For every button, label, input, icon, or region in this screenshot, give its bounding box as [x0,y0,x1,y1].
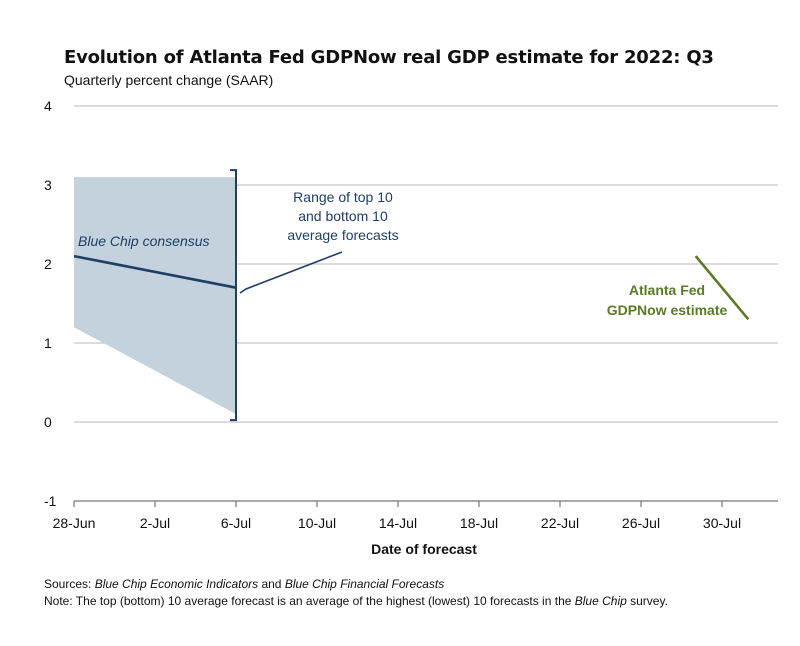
range-bracket [230,169,237,422]
y-tick-label-4: 0 [44,414,52,430]
y-tick-label-5: -1 [44,493,57,509]
x-tick-label-2: 6-Jul [221,515,251,531]
range-band [74,177,236,415]
x-tick-label-6: 22-Jul [541,515,579,531]
chart-subtitle: Quarterly percent change (SAAR) [64,72,274,88]
x-tick-label-3: 10-Jul [298,515,336,531]
y-tick-label-1: 3 [44,177,52,193]
sources-and: and [258,577,285,591]
annotation-gdpnow-line-1: GDPNow estimate [607,302,728,318]
series-layer [73,254,750,321]
y-tick-label-0: 4 [44,98,52,114]
series-line-1 [694,255,750,321]
range-leader-line [239,251,343,294]
annotation-blue-chip: Blue Chip consensus [78,233,210,249]
sources-note: Sources: Blue Chip Economic Indicators a… [44,576,794,610]
annotation-range-line-2: average forecasts [287,227,398,243]
chart-title: Evolution of Atlanta Fed GDPNow real GDP… [64,47,714,68]
y-tick-label-3: 1 [44,335,52,351]
annotation-layer: Blue Chip consensus Range of top 10 and bo… [78,189,728,318]
annotation-gdpnow-line-0: Atlanta Fed [629,282,705,298]
note-text-1: : The top (bottom) 10 average forecast i… [69,594,575,608]
series-line-0 [73,254,237,289]
x-tick-label-5: 18-Jul [460,515,498,531]
sources-line: Sources: Blue Chip Economic Indicators a… [44,576,794,593]
axis-layer: 4 3 2 1 0 -1 28-Jun 2-Jul 6-Jul 10-Jul 14-Jul 18-Ju… [44,98,778,557]
x-tick-label-4: 14-Jul [379,515,417,531]
x-tick-label-7: 26-Jul [622,515,660,531]
y-tick-label-2: 2 [44,256,52,272]
note-italic: Blue Chip [574,594,627,608]
note-line: Note: The top (bottom) 10 average foreca… [44,593,794,610]
x-tick-label-8: 30-Jul [703,515,741,531]
x-tick-label-0: 28-Jun [53,515,96,531]
annotation-range-line-0: Range of top 10 [293,189,393,205]
note-text-2: survey. [626,594,668,608]
note-label: Note [44,594,70,608]
sources-label: Sources: [44,577,92,591]
sources-publication-1: Blue Chip Economic Indicators [94,577,259,591]
range-band-layer [74,169,237,422]
x-axis-title: Date of forecast [371,541,477,557]
x-tick-label-1: 2-Jul [140,515,170,531]
sources-publication-2: Blue Chip Financial Forecasts [284,577,445,591]
annotation-range-line-1: and bottom 10 [298,208,388,224]
